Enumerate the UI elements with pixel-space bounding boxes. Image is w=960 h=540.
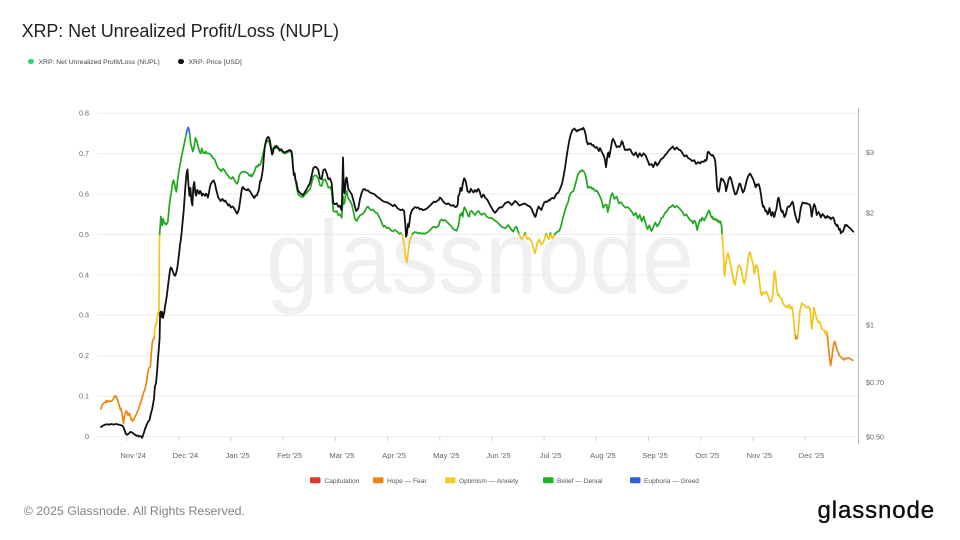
svg-text:Jul '25: Jul '25 (540, 451, 562, 460)
svg-text:0.2: 0.2 (79, 351, 89, 360)
svg-text:Oct '25: Oct '25 (695, 451, 719, 460)
svg-text:Capitulation: Capitulation (325, 478, 360, 485)
svg-text:Hope — Fear: Hope — Fear (387, 478, 427, 485)
svg-text:$1: $1 (866, 320, 874, 329)
svg-text:May '25: May '25 (433, 451, 459, 460)
svg-text:Dec '25: Dec '25 (799, 451, 825, 460)
svg-text:$0.50: $0.50 (866, 432, 884, 441)
svg-text:Optimism — Anxiety: Optimism — Anxiety (459, 478, 519, 485)
svg-text:0.8: 0.8 (79, 109, 89, 118)
svg-text:$0.70: $0.70 (866, 378, 884, 387)
svg-text:0: 0 (85, 432, 89, 441)
svg-text:0.6: 0.6 (79, 189, 89, 198)
svg-text:Feb '25: Feb '25 (277, 451, 302, 460)
svg-text:Apr '25: Apr '25 (382, 451, 406, 460)
svg-text:0.4: 0.4 (79, 270, 89, 279)
svg-text:Mar '25: Mar '25 (329, 451, 354, 460)
svg-text:0.5: 0.5 (79, 230, 89, 239)
svg-text:glassnode: glassnode (266, 200, 694, 316)
svg-text:Belief — Denial: Belief — Denial (557, 478, 603, 485)
svg-text:Aug '25: Aug '25 (590, 451, 616, 460)
svg-text:Dec '24: Dec '24 (173, 451, 199, 460)
svg-text:0.3: 0.3 (79, 311, 89, 320)
svg-text:0.7: 0.7 (79, 149, 89, 158)
svg-text:Jan '25: Jan '25 (225, 451, 249, 460)
svg-text:Nov '24: Nov '24 (120, 451, 146, 460)
svg-text:Jun '25: Jun '25 (486, 451, 510, 460)
svg-text:$2: $2 (866, 208, 874, 217)
svg-text:$3: $3 (866, 148, 874, 157)
svg-text:Nov '25: Nov '25 (747, 451, 773, 460)
svg-text:Euphoria — Greed: Euphoria — Greed (644, 478, 699, 485)
svg-text:0.1: 0.1 (79, 392, 89, 401)
svg-text:Sep '25: Sep '25 (642, 451, 668, 460)
